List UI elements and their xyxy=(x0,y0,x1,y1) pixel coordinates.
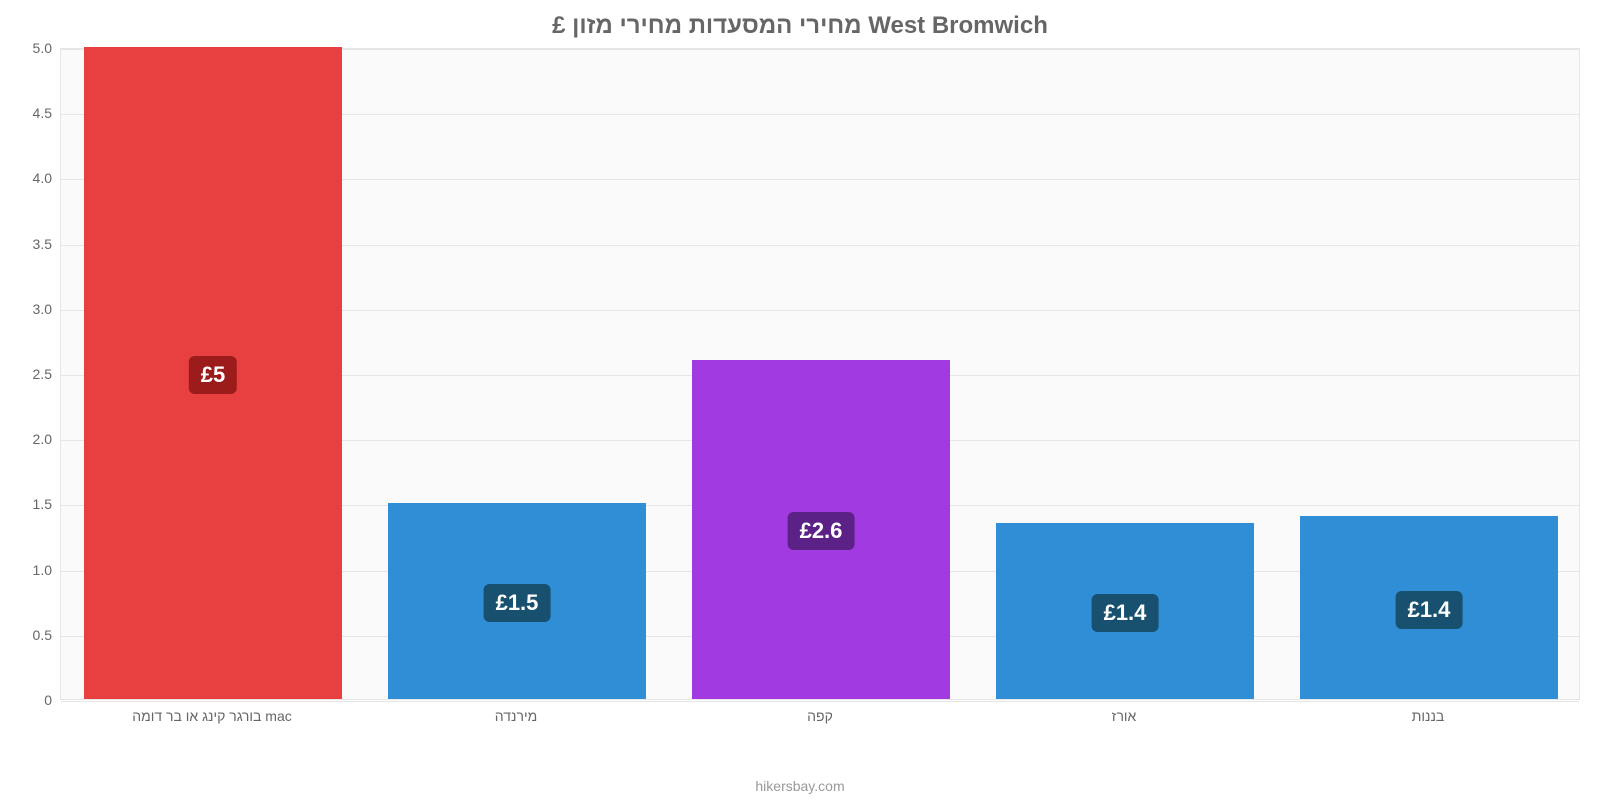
y-tick-label: 0.5 xyxy=(4,627,52,643)
y-tick-label: 3.5 xyxy=(4,236,52,252)
chart-area: £5 £1.5 £2.6 £1.4 £1.4 0 0.5 1.0 1.5 2.0 2.5 3.0 3.… xyxy=(0,48,1600,748)
y-tick-label: 2.5 xyxy=(4,366,52,382)
attribution: hikersbay.com xyxy=(0,778,1600,794)
x-tick-label: קפה xyxy=(807,708,833,724)
y-tick-label: 4.5 xyxy=(4,105,52,121)
value-badge: £1.4 xyxy=(1092,594,1159,632)
y-tick-label: 5.0 xyxy=(4,40,52,56)
gridline xyxy=(61,701,1579,702)
chart-title: £ מחירי המסעדות מחירי מזון West Bromwich xyxy=(0,0,1600,48)
x-tick-label: אורז xyxy=(1112,708,1137,724)
y-tick-label: 1.0 xyxy=(4,562,52,578)
plot-area: £5 £1.5 £2.6 £1.4 £1.4 xyxy=(60,48,1580,700)
value-badge: £1.5 xyxy=(484,584,551,622)
y-tick-label: 0 xyxy=(4,692,52,708)
x-tick-label: מירנדה xyxy=(495,708,537,724)
y-tick-label: 4.0 xyxy=(4,170,52,186)
x-tick-label: בורגר קינג או בר דומה mac xyxy=(132,708,292,724)
y-tick-label: 3.0 xyxy=(4,301,52,317)
value-badge: £5 xyxy=(189,356,237,394)
y-tick-label: 1.5 xyxy=(4,496,52,512)
value-badge: £1.4 xyxy=(1396,591,1463,629)
y-tick-label: 2.0 xyxy=(4,431,52,447)
value-badge: £2.6 xyxy=(788,512,855,550)
x-tick-label: בננות xyxy=(1412,708,1445,724)
